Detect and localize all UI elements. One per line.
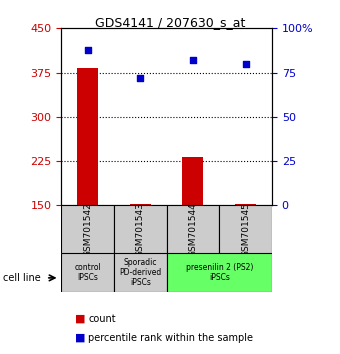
FancyBboxPatch shape <box>61 205 114 253</box>
Bar <box>235 204 256 205</box>
Text: ■: ■ <box>75 314 85 324</box>
Text: count: count <box>88 314 116 324</box>
FancyBboxPatch shape <box>61 253 114 292</box>
FancyBboxPatch shape <box>167 253 272 292</box>
Text: GSM701544: GSM701544 <box>188 202 198 257</box>
Point <box>137 75 143 81</box>
Text: presenilin 2 (PS2)
iPSCs: presenilin 2 (PS2) iPSCs <box>186 263 253 282</box>
Point <box>190 57 196 63</box>
Bar <box>77 68 98 205</box>
Text: GDS4141 / 207630_s_at: GDS4141 / 207630_s_at <box>95 16 245 29</box>
FancyBboxPatch shape <box>114 253 167 292</box>
Text: control
IPSCs: control IPSCs <box>74 263 101 282</box>
Bar <box>183 157 204 205</box>
FancyBboxPatch shape <box>219 205 272 253</box>
Point <box>85 47 90 52</box>
Text: GSM701542: GSM701542 <box>83 202 92 257</box>
Text: percentile rank within the sample: percentile rank within the sample <box>88 333 253 343</box>
Text: GSM701543: GSM701543 <box>136 202 145 257</box>
Text: cell line: cell line <box>3 273 41 283</box>
Text: ■: ■ <box>75 333 85 343</box>
Text: GSM701545: GSM701545 <box>241 202 250 257</box>
FancyBboxPatch shape <box>114 205 167 253</box>
FancyBboxPatch shape <box>167 205 219 253</box>
Bar <box>130 204 151 205</box>
Point <box>243 61 249 67</box>
Text: Sporadic
PD-derived
iPSCs: Sporadic PD-derived iPSCs <box>119 258 162 287</box>
